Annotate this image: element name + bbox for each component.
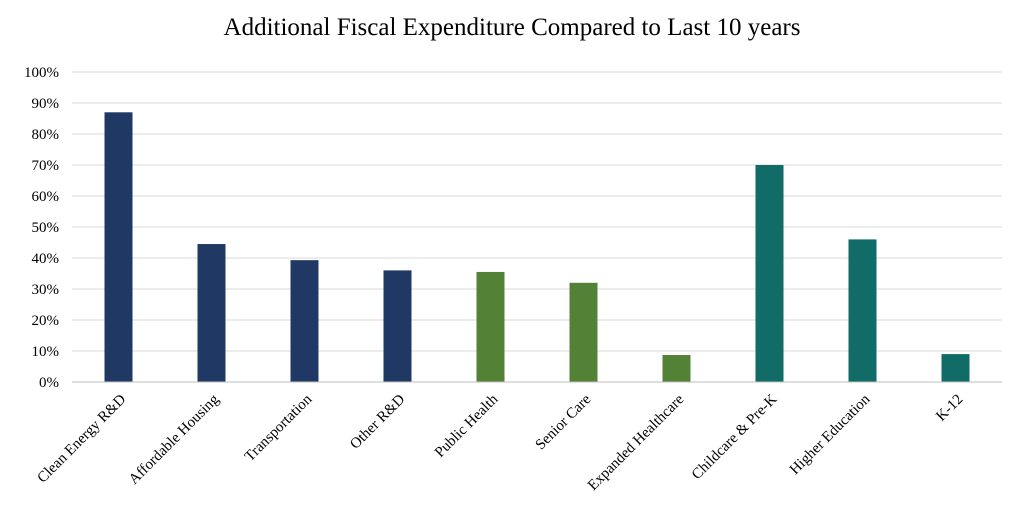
- x-tick-label: Clean Energy R&D: [35, 391, 130, 486]
- y-tick-label: 80%: [32, 127, 60, 143]
- y-tick-label: 90%: [32, 96, 60, 112]
- x-tick-label: Senior Care: [533, 391, 595, 453]
- x-tick-label: Expanded Healthcare: [585, 391, 688, 494]
- x-tick-label: Higher Education: [787, 391, 874, 478]
- bar: [755, 165, 784, 382]
- bar: [848, 239, 877, 382]
- y-tick-label: 50%: [32, 220, 60, 236]
- x-tick-label: Affordable Housing: [126, 391, 223, 488]
- x-tick-label: K-12: [933, 392, 966, 425]
- x-tick-label: Public Health: [432, 391, 502, 461]
- bars: [104, 112, 970, 383]
- y-tick-label: 30%: [32, 282, 60, 298]
- bar: [290, 260, 319, 382]
- y-tick-label: 0%: [39, 375, 59, 391]
- y-tick-label: 40%: [32, 251, 60, 267]
- y-tick-label: 20%: [32, 313, 60, 329]
- x-tick-label: Other R&D: [347, 391, 408, 452]
- bar: [941, 354, 970, 382]
- y-axis-tick-labels: 0% 10% 20% 30% 40% 50% 60% 70% 80% 90% 100%: [24, 65, 59, 391]
- bar: [104, 112, 133, 383]
- gridlines: [72, 71, 1002, 352]
- bar: [383, 270, 412, 382]
- bar: [476, 271, 505, 382]
- x-tick-label: Transportation: [242, 391, 316, 465]
- x-tick-label: Childcare & Pre-K: [689, 391, 781, 483]
- y-tick-label: 60%: [32, 189, 60, 205]
- y-tick-label: 10%: [32, 344, 60, 360]
- bar: [197, 244, 226, 382]
- y-tick-label: 70%: [32, 158, 60, 174]
- y-tick-label: 100%: [24, 65, 59, 81]
- chart-title: Additional Fiscal Expenditure Compared t…: [223, 14, 801, 41]
- bar: [569, 282, 598, 382]
- bar: [662, 355, 691, 382]
